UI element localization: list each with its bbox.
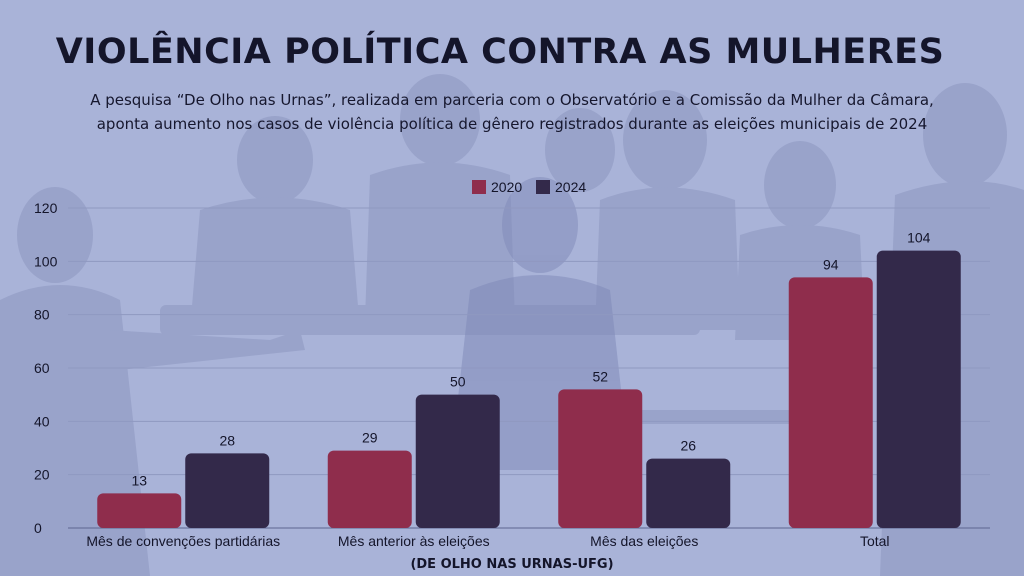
y-tick-label: 20 xyxy=(34,467,50,483)
data-label: 104 xyxy=(907,230,931,246)
x-tick-label: Mês de convenções partidárias xyxy=(86,533,280,549)
data-label: 28 xyxy=(219,432,235,448)
bar-2024 xyxy=(876,250,961,528)
chart-subtitle-line-2: aponta aumento nos casos de violência po… xyxy=(96,115,928,133)
x-tick-label: Total xyxy=(860,533,890,549)
data-label: 26 xyxy=(680,438,696,454)
y-tick-label: 80 xyxy=(34,307,50,323)
x-tick-label: Mês anterior às eleições xyxy=(338,533,490,549)
y-tick-label: 120 xyxy=(34,200,58,216)
data-label: 94 xyxy=(823,256,839,272)
bar-2024 xyxy=(185,453,270,528)
data-label: 13 xyxy=(131,472,147,488)
bar-2020 xyxy=(97,493,182,528)
y-tick-label: 0 xyxy=(34,520,42,536)
x-tick-label: Mês das eleições xyxy=(590,533,698,549)
bar-2024 xyxy=(646,458,731,528)
legend-label-2020: 2020 xyxy=(491,179,522,195)
bar-2020 xyxy=(788,277,873,528)
data-label: 50 xyxy=(450,374,466,390)
y-tick-label: 60 xyxy=(34,360,50,376)
bar-chart: 0 20 40 60 80 100 120 13 28 Mês de convenções par… xyxy=(34,179,990,549)
legend-swatch-2024 xyxy=(536,180,550,194)
chart-subtitle-line-1: A pesquisa “De Olho nas Urnas”, realizad… xyxy=(90,91,934,109)
data-label: 29 xyxy=(362,430,378,446)
y-tick-label: 100 xyxy=(34,253,58,269)
legend-label-2024: 2024 xyxy=(555,179,586,195)
bar-2020 xyxy=(558,389,643,528)
bar-2024 xyxy=(415,394,500,528)
chart-title: VIOLÊNCIA POLÍTICA CONTRA AS MULHERES xyxy=(55,32,945,72)
bar-2020 xyxy=(327,450,412,528)
data-label: 52 xyxy=(592,368,608,384)
y-tick-label: 40 xyxy=(34,413,50,429)
source-note: (DE OLHO NAS URNAS-UFG) xyxy=(410,557,614,572)
legend-swatch-2020 xyxy=(472,180,486,194)
